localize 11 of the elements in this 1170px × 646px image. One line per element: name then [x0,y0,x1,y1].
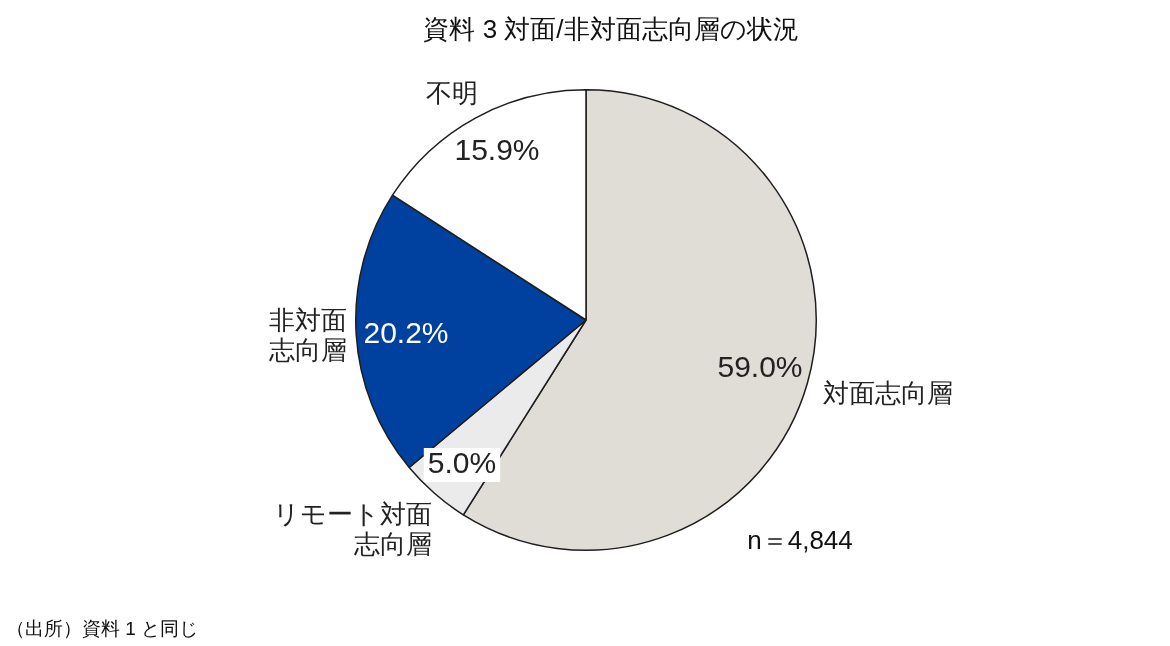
slice-label: リモート対面志向層 [273,499,432,560]
text: （出所）資料 1 と同じ [6,618,199,640]
slice-label: 非対面志向層 [269,305,347,366]
slice-label: 対面志向層 [823,378,953,409]
data-label: 59.0% [717,350,803,384]
data-label: 20.2% [363,316,449,350]
chart-title: 資料 3 対面/非対面志向層の状況 [423,14,799,45]
slice-label: 不明 [426,78,478,109]
text: n＝4,844 [747,525,853,556]
data-label: 15.9% [454,133,540,167]
data-label: 5.0% [427,446,497,480]
